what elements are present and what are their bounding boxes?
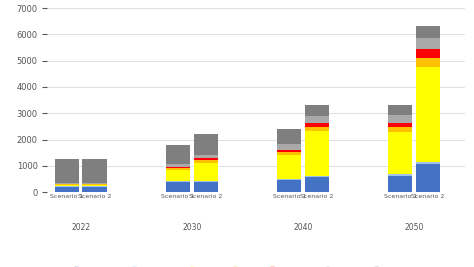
Bar [388, 132, 412, 174]
Bar [193, 181, 218, 182]
Bar [55, 186, 79, 187]
Bar [416, 49, 440, 58]
Bar [55, 183, 79, 184]
Bar [193, 155, 218, 158]
Bar [277, 179, 301, 180]
Bar [277, 144, 301, 150]
Bar [166, 145, 190, 164]
Bar [277, 152, 301, 155]
Text: 2050: 2050 [404, 223, 424, 232]
Bar [82, 183, 107, 184]
Bar [193, 163, 218, 181]
Bar [388, 105, 412, 115]
Bar [277, 129, 301, 144]
Text: 2040: 2040 [293, 223, 313, 232]
Bar [416, 164, 440, 192]
Bar [193, 182, 218, 192]
Bar [416, 67, 440, 162]
Bar [82, 184, 107, 185]
Bar [388, 123, 412, 128]
Legend: Onshore Wind Farms, Offshore Wind Farms, Open Field PVs, Rooftop PVs, Solar Ther: Onshore Wind Farms, Offshore Wind Farms,… [72, 265, 440, 267]
Bar [305, 131, 329, 176]
Bar [82, 159, 107, 183]
Bar [388, 176, 412, 192]
Bar [388, 174, 412, 176]
Bar [277, 155, 301, 179]
Bar [388, 128, 412, 132]
Bar [416, 38, 440, 49]
Bar [166, 170, 190, 182]
Bar [193, 134, 218, 155]
Bar [82, 187, 107, 192]
Bar [277, 180, 301, 192]
Bar [305, 127, 329, 131]
Bar [82, 185, 107, 186]
Bar [193, 160, 218, 163]
Bar [55, 187, 79, 192]
Bar [305, 105, 329, 116]
Bar [55, 185, 79, 186]
Bar [55, 159, 79, 183]
Bar [166, 167, 190, 168]
Text: 2022: 2022 [71, 223, 91, 232]
Bar [166, 164, 190, 167]
Bar [193, 158, 218, 160]
Bar [416, 162, 440, 164]
Bar [416, 58, 440, 67]
Text: 2030: 2030 [182, 223, 201, 232]
Bar [277, 150, 301, 152]
Bar [305, 123, 329, 127]
Bar [166, 168, 190, 170]
Bar [305, 116, 329, 123]
Bar [82, 186, 107, 187]
Bar [388, 115, 412, 123]
Bar [416, 26, 440, 38]
Bar [55, 184, 79, 185]
Bar [166, 182, 190, 192]
Bar [305, 176, 329, 177]
Bar [305, 177, 329, 192]
